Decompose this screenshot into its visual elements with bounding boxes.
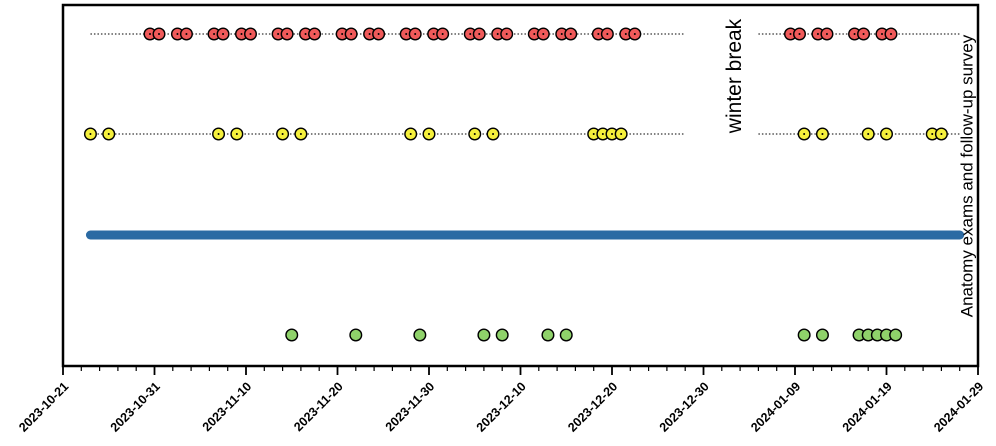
x-tick-label-2: 2023-10-31 <box>108 379 163 434</box>
series-1-marker-14-dot-2 <box>569 33 572 35</box>
series-1-marker-17-dot-2 <box>798 33 801 35</box>
series-2-marker-2-dot <box>107 133 110 135</box>
winter-break-annotation: winter break <box>723 18 746 134</box>
series-1-marker-19-dot-1 <box>853 33 856 35</box>
x-tick-label-11: 2024-01-29 <box>931 379 986 434</box>
series-2-marker-16-dot <box>821 133 824 135</box>
series-4-marker-7 <box>559 328 573 342</box>
series-1-marker-20-dot-2 <box>890 33 892 35</box>
series-2-marker-15-dot <box>803 133 806 135</box>
series-1-marker-13-dot-2 <box>542 33 545 35</box>
series-1-marker-14-dot-1 <box>560 33 563 35</box>
x-tick-label-4: 2023-11-20 <box>291 379 346 434</box>
series-2-marker-10-dot <box>492 133 495 135</box>
series-1-marker-18-dot-2 <box>825 33 828 35</box>
series-1-marker-16-dot-1 <box>624 33 627 35</box>
series-1-marker-9-dot-2 <box>414 33 417 35</box>
series-2-marker-8-dot <box>428 133 430 135</box>
series-4-marker-5 <box>495 328 509 342</box>
series-1-marker-8-dot-1 <box>368 33 371 35</box>
series-1-marker-2-dot-2 <box>185 33 188 35</box>
series-2-marker-3-dot <box>217 133 220 135</box>
x-tick-label-10: 2024-01-19 <box>840 379 895 434</box>
series-2-marker-7-dot <box>409 133 412 135</box>
series-1-marker-11-dot-1 <box>469 33 472 35</box>
series-1-marker-12-dot-2 <box>505 33 508 35</box>
series-1-marker-1-dot-1 <box>149 33 151 35</box>
series-4-marker-2 <box>349 328 363 342</box>
series-1-marker-18-dot-1 <box>816 33 819 35</box>
series-2-marker-9-dot <box>473 133 476 135</box>
series-2-marker-4-dot <box>235 133 238 135</box>
series-2-marker-5-dot <box>281 133 284 135</box>
series-1-marker-15-dot-1 <box>597 33 600 35</box>
series-1-marker-10-dot-1 <box>432 33 435 35</box>
series-2-marker-12-dot <box>601 133 604 135</box>
series-2-marker-19-dot <box>931 133 934 135</box>
series-2-marker-20-dot <box>940 133 943 135</box>
series-2-marker-11-dot <box>592 133 595 135</box>
exams-survey-annotation: Anatomy exams and follow-up survey <box>958 34 977 317</box>
series-2-marker-6-dot <box>299 133 302 135</box>
series-4-marker-9 <box>815 328 829 342</box>
series-4-marker-4 <box>477 328 491 342</box>
series-2-marker-13-dot <box>611 133 613 135</box>
series-4-marker-14 <box>889 328 903 342</box>
series-1-marker-9-dot-1 <box>405 33 408 35</box>
series-1-marker-20-dot-1 <box>881 33 883 35</box>
series-1-marker-17-dot-1 <box>789 33 792 35</box>
series-2-marker-18-dot <box>885 133 888 135</box>
x-tick-label-6: 2023-12-10 <box>474 379 529 434</box>
series-1-marker-3-dot-2 <box>222 33 225 35</box>
x-tick-label-8: 2023-12-30 <box>657 379 712 434</box>
series-4-marker-3 <box>413 328 427 342</box>
x-tick-label-9: 2024-01-09 <box>748 379 803 434</box>
series-1-marker-19-dot-2 <box>862 33 865 35</box>
x-axis-ticks <box>62 366 979 375</box>
series-1-marker-15-dot-2 <box>606 33 609 35</box>
series-1-marker-7-dot-1 <box>341 33 344 35</box>
series-1-marker-1-dot-2 <box>158 33 160 35</box>
series-1-marker-6-dot-2 <box>313 33 316 35</box>
series-1-marker-4-dot-1 <box>240 33 243 35</box>
series-1-marker-6-dot-1 <box>304 33 307 35</box>
series-2-marker-17-dot <box>867 133 870 135</box>
series-1-marker-10-dot-2 <box>441 33 444 35</box>
series-markers <box>83 27 948 342</box>
series-2-marker-14-dot <box>620 133 623 135</box>
series-1-marker-13-dot-1 <box>533 33 536 35</box>
series-1-marker-4-dot-2 <box>249 33 252 35</box>
series-1-marker-12-dot-1 <box>496 33 499 35</box>
series-1-marker-16-dot-2 <box>633 33 636 35</box>
x-tick-label-5: 2023-11-30 <box>383 379 438 434</box>
series-1-marker-3-dot-1 <box>213 33 216 35</box>
x-tick-label-7: 2023-12-20 <box>565 379 620 434</box>
series-1-marker-2-dot-1 <box>176 33 179 35</box>
series-1-marker-5-dot-2 <box>286 33 289 35</box>
series-4-marker-6 <box>541 328 555 342</box>
annotations: winter break Anatomy exams and follow-up … <box>723 18 976 317</box>
x-axis-tick-labels: 2023-10-21 2023-10-31 2023-11-10 2023-11-20… <box>16 379 986 434</box>
series-1-marker-11-dot-2 <box>478 33 481 35</box>
plot-frame <box>61 3 980 368</box>
x-tick-label-3: 2023-11-10 <box>200 379 255 434</box>
series-1-marker-8-dot-2 <box>377 33 380 35</box>
x-tick-label-1: 2023-10-21 <box>16 379 71 434</box>
series-4-marker-8 <box>797 328 811 342</box>
series-1-marker-7-dot-2 <box>350 33 353 35</box>
series-2-marker-1-dot <box>89 133 92 135</box>
series-4-marker-1 <box>285 328 299 342</box>
series-1-marker-5-dot-1 <box>277 33 280 35</box>
